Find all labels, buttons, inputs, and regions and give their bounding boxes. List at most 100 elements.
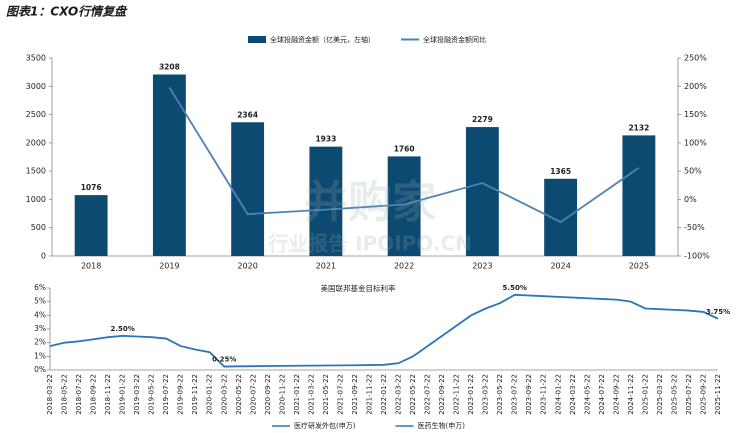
x-tick-label: 2019 [159,262,179,271]
x-tick-label: 2020-03-22 [220,374,228,415]
x-tick-label: 2020-07-22 [249,374,257,415]
bar [231,122,265,257]
x-tick-label: 2023-09-22 [525,374,533,415]
x-tick-label: 2019-07-22 [162,374,170,415]
x-tick-label: 2020-09-22 [264,374,272,415]
x-tick-label: 2021-03-22 [307,374,315,415]
x-tick-label: 2022 [394,262,414,271]
watermark: 并购家 [304,177,436,228]
x-tick-label: 2020-05-22 [235,374,243,415]
y-tick-label: 5% [34,297,46,306]
bar [387,156,421,256]
x-tick-label: 2022-01-22 [380,374,388,415]
y2-tick-label: 50% [684,167,702,176]
bar [309,146,343,256]
x-tick-label: 2019-05-22 [148,374,156,415]
x-tick-label: 2022-03-22 [395,374,403,415]
data-label: 3.75% [706,308,730,316]
y-tick-label: 2% [34,338,46,347]
x-tick-label: 2024-07-22 [598,374,606,415]
y-tick-label: 2000 [26,138,46,147]
y2-tick-label: -50% [684,223,705,232]
x-tick-label: 2025-11-22 [714,374,722,415]
bar [152,74,186,256]
x-tick-label: 2025-03-22 [656,374,664,415]
bar-value-label: 1760 [394,144,415,153]
x-tick-label: 2020 [237,262,257,271]
x-tick-label: 2022-11-22 [453,374,461,415]
y-tick-label: 3000 [26,82,46,91]
line-series [49,293,719,368]
x-tick-label: 2022-09-22 [438,374,446,415]
bar-value-label: 1933 [315,135,336,144]
x-tick-label: 2024-03-22 [569,374,577,415]
bar-value-label: 1076 [81,183,102,192]
bar-value-label: 2279 [472,115,493,124]
legend-label: 全球投融资金额（亿美元，左轴） [270,35,375,44]
bar-value-label: 1365 [550,167,571,176]
y-tick-label: 1000 [26,195,46,204]
x-tick-label: 2021-07-22 [336,374,344,415]
y2-tick-label: 100% [684,138,707,147]
x-tick-label: 2023-05-22 [496,374,504,415]
x-tick-label: 2022-05-22 [409,374,417,415]
chart-title: 美国联邦基金目标利率 [321,283,396,293]
x-tick-label: 2023-11-22 [540,374,548,415]
x-tick-label: 2018 [81,262,101,271]
x-tick-label: 2018-09-22 [90,374,98,415]
x-tick-label: 2025-05-22 [670,374,678,415]
x-tick-label: 2025 [629,262,649,271]
x-tick-label: 2019-01-22 [119,374,127,415]
x-tick-label: 2018-11-22 [104,374,112,415]
legend-swatch [248,36,266,43]
watermark: 行业报告 IPOIPO.CN [267,232,472,256]
y-tick-label: 3% [34,324,46,333]
data-label: 5.50% [503,284,527,292]
bar [74,195,108,256]
x-tick-label: 2021-09-22 [351,374,359,415]
x-tick-label: 2024-05-22 [583,374,591,415]
x-tick-label: 2021-05-22 [322,374,330,415]
y2-tick-label: 0% [684,195,697,204]
x-tick-label: 2019-03-22 [133,374,141,415]
x-tick-label: 2024-09-22 [612,374,620,415]
data-label: 0.25% [212,356,236,364]
y-tick-label: 1% [34,351,46,360]
y-tick-label: 2500 [26,110,46,119]
x-tick-label: 2021 [316,262,336,271]
x-tick-label: 2025-01-22 [641,374,649,415]
data-label: 2.50% [110,325,134,333]
x-tick-label: 2023-03-22 [482,374,490,415]
y2-tick-label: 200% [684,82,707,91]
bar-value-label: 3208 [159,63,180,72]
x-tick-label: 2023-01-22 [467,374,475,415]
x-tick-label: 2020-01-22 [206,374,214,415]
x-tick-label: 2024-11-22 [627,374,635,415]
y-tick-label: 500 [31,223,46,232]
y-tick-label: 0% [34,365,46,374]
bar-value-label: 2364 [237,110,258,119]
x-tick-label: 2024-01-22 [554,374,562,415]
x-tick-label: 2025-09-22 [699,374,707,415]
y-tick-label: 6% [34,283,46,292]
x-tick-label: 2019-09-22 [177,374,185,415]
chart-title: 图表1：CXO行情复盘 [6,5,128,19]
x-tick-label: 2023-07-22 [511,374,519,415]
x-tick-label: 2021-11-22 [365,374,373,415]
legend-label: 全球投融资金额同比 [423,35,486,44]
x-tick-label: 2023 [472,262,492,271]
y2-tick-label: 250% [684,54,707,63]
x-tick-label: 2021-01-22 [293,374,301,415]
y2-tick-label: -100% [684,252,710,261]
legend-label: 医药生物(申万) [417,421,465,430]
x-tick-label: 2018-07-22 [75,374,83,415]
bar [622,135,656,256]
y-tick-label: 0 [41,252,46,261]
x-tick-label: 2022-07-22 [424,374,432,415]
bar [544,178,578,256]
x-tick-label: 2024 [550,262,570,271]
line-series [168,86,640,224]
x-tick-label: 2019-11-22 [191,374,199,415]
